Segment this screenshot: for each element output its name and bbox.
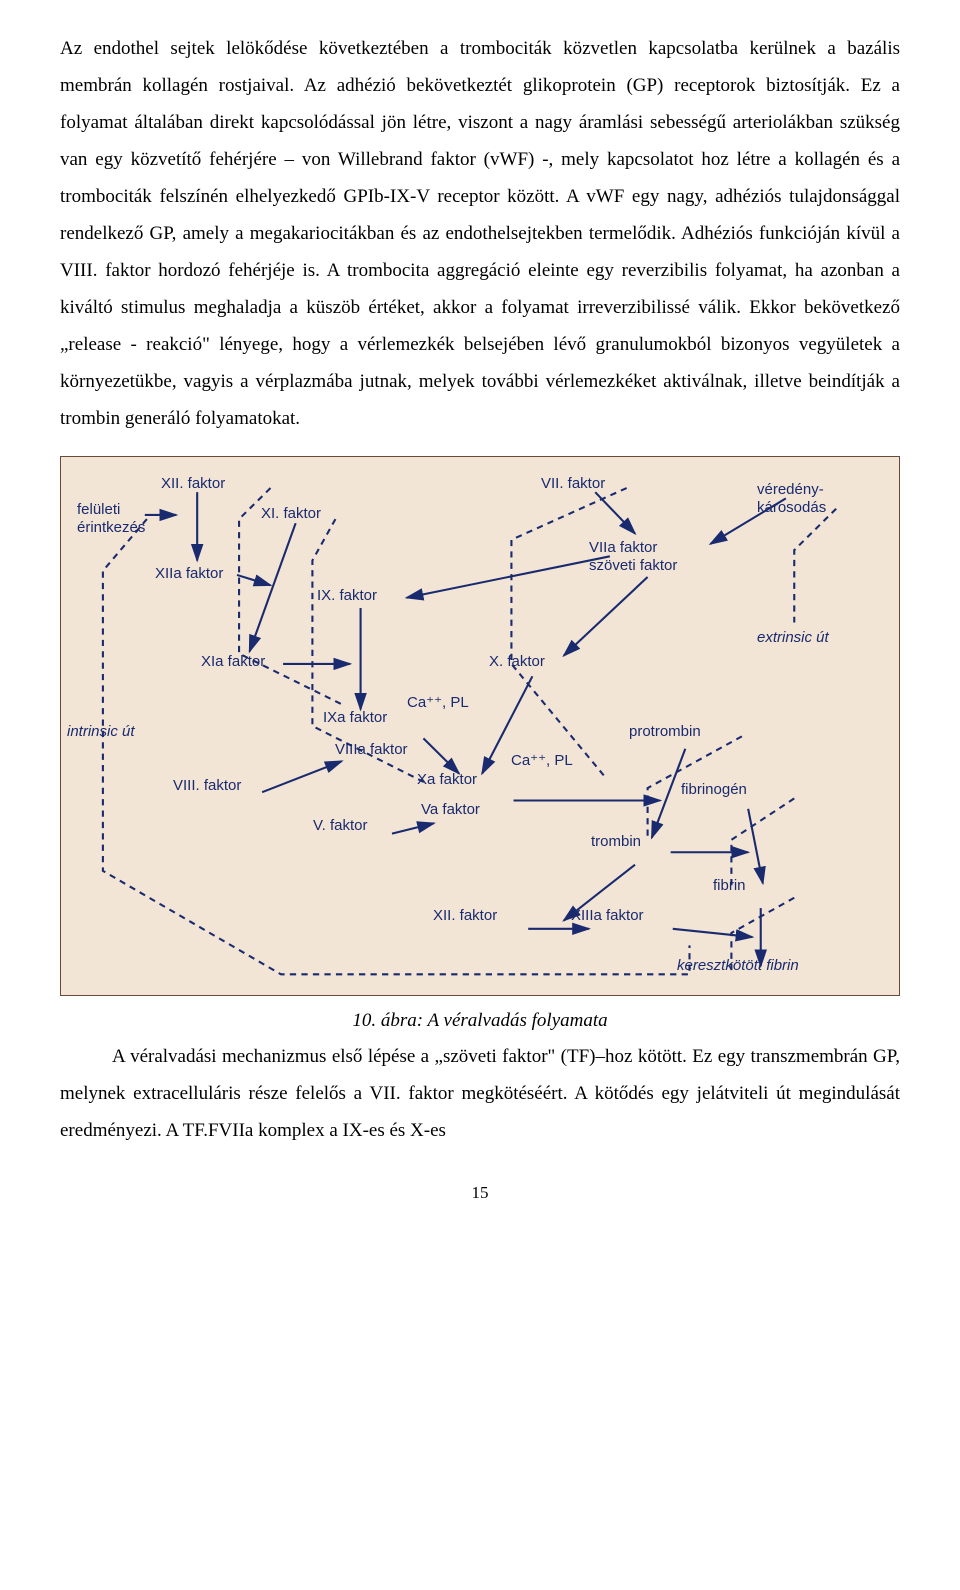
label-viii: VIII. faktor	[173, 777, 241, 794]
figure-caption: 10. ábra: A véralvadás folyamata	[60, 1010, 900, 1032]
label-viia2: szöveti faktor	[589, 557, 677, 574]
paragraph-2-text: A véralvadási mechanizmus első lépése a …	[60, 1046, 900, 1141]
label-xiia: XIIa faktor	[155, 565, 223, 582]
label-feluleti1: felületi	[77, 501, 120, 518]
paragraph-2: A véralvadási mechanizmus első lépése a …	[60, 1038, 900, 1149]
label-xa: Xa faktor	[417, 771, 477, 788]
label-xia: XIa faktor	[201, 653, 265, 670]
label-xi: XI. faktor	[261, 505, 321, 522]
label-viiia: VIIIa faktor	[335, 741, 408, 758]
label-capl1: Ca⁺⁺, PL	[407, 693, 469, 711]
label-va: Va faktor	[421, 801, 480, 818]
label-veredeny2: károsodás	[757, 499, 826, 516]
label-intrinsic: intrinsic út	[67, 723, 135, 740]
label-x: X. faktor	[489, 653, 545, 670]
label-veredeny1: véredény-	[757, 481, 824, 498]
label-fibrinogen: fibrinogén	[681, 781, 747, 798]
label-xii2: XII. faktor	[433, 907, 497, 924]
label-protrombin: protrombin	[629, 723, 701, 740]
label-fibrin: fibrin	[713, 877, 746, 894]
label-capl2: Ca⁺⁺, PL	[511, 751, 573, 769]
label-vii: VII. faktor	[541, 475, 605, 492]
label-ixa: IXa faktor	[323, 709, 387, 726]
label-trombin: trombin	[591, 833, 641, 850]
label-viia1: VIIa faktor	[589, 539, 657, 556]
label-v: V. faktor	[313, 817, 367, 834]
label-feluleti2: érintkezés	[77, 519, 145, 536]
coagulation-diagram: XII. faktor felületi érintkezés XI. fakt…	[60, 456, 900, 996]
document-page: Az endothel sejtek lelökődése következté…	[0, 0, 960, 1223]
label-xiiia: XIIIa faktor	[571, 907, 644, 924]
label-kereszt: keresztkötött fibrin	[677, 957, 799, 974]
paragraph-1: Az endothel sejtek lelökődése következté…	[60, 30, 900, 438]
figure-wrap: XII. faktor felületi érintkezés XI. fakt…	[60, 456, 900, 996]
page-number: 15	[60, 1183, 900, 1203]
label-ix: IX. faktor	[317, 587, 377, 604]
label-extrinsic: extrinsic út	[757, 629, 829, 646]
label-xii: XII. faktor	[161, 475, 225, 492]
